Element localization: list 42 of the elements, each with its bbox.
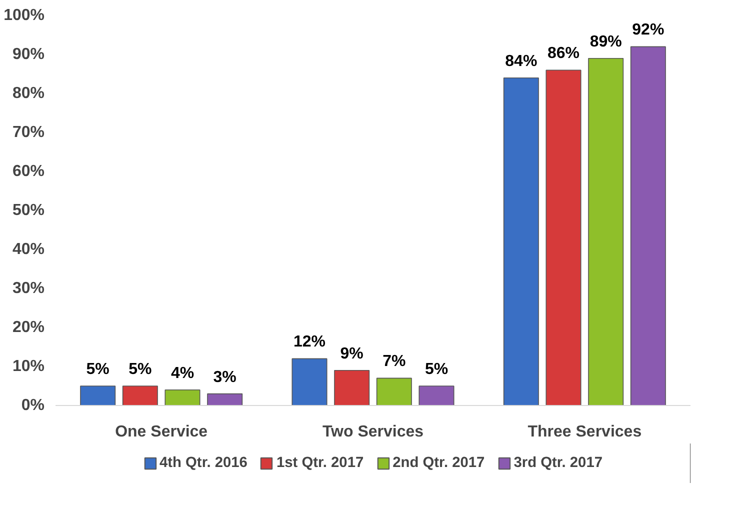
- data-label: 86%: [547, 45, 580, 62]
- y-tick-label: 90%: [12, 46, 45, 63]
- data-label: 92%: [632, 22, 664, 39]
- x-tick-label: Two Services: [322, 424, 424, 440]
- bar: [630, 46, 666, 406]
- data-label: 89%: [590, 33, 622, 50]
- bar: [588, 58, 624, 406]
- bar: [546, 70, 582, 406]
- data-label: 5%: [424, 361, 448, 378]
- data-label: 5%: [128, 361, 152, 378]
- bar: [418, 386, 454, 406]
- y-tick-label: 70%: [12, 124, 45, 141]
- y-tick-label: 60%: [12, 163, 45, 180]
- y-tick-label: 50%: [12, 202, 45, 219]
- legend-label: 3rd Qtr. 2017: [514, 455, 603, 471]
- data-label: 9%: [340, 345, 364, 362]
- data-label: 4%: [170, 364, 194, 382]
- y-tick-label: 40%: [12, 241, 45, 258]
- y-tick-label: 80%: [12, 85, 45, 102]
- y-tick-label: 100%: [4, 7, 44, 24]
- data-label: 7%: [382, 353, 406, 370]
- bar: [334, 370, 370, 406]
- bar: [207, 393, 243, 406]
- bar: [376, 378, 412, 406]
- data-label: 84%: [505, 52, 538, 70]
- bar: [122, 386, 158, 406]
- x-tick-label: Three Services: [528, 424, 642, 440]
- bar: [164, 390, 200, 406]
- legend-label: 2nd Qtr. 2017: [392, 455, 485, 471]
- data-label: 3%: [213, 368, 236, 386]
- legend-label: 4th Qtr. 2016: [159, 455, 248, 471]
- legend-label: 1st Qtr. 2017: [276, 455, 364, 471]
- y-tick-label: 30%: [12, 280, 45, 297]
- x-tick-label: One Service: [115, 424, 208, 440]
- data-label: 5%: [86, 361, 110, 378]
- y-tick-label: 0%: [21, 397, 44, 414]
- bar: [503, 78, 539, 406]
- bar: [80, 386, 116, 406]
- bar: [292, 358, 328, 406]
- data-label: 12%: [293, 334, 326, 351]
- y-tick-label: 20%: [12, 319, 45, 336]
- y-tick-label: 10%: [12, 358, 45, 375]
